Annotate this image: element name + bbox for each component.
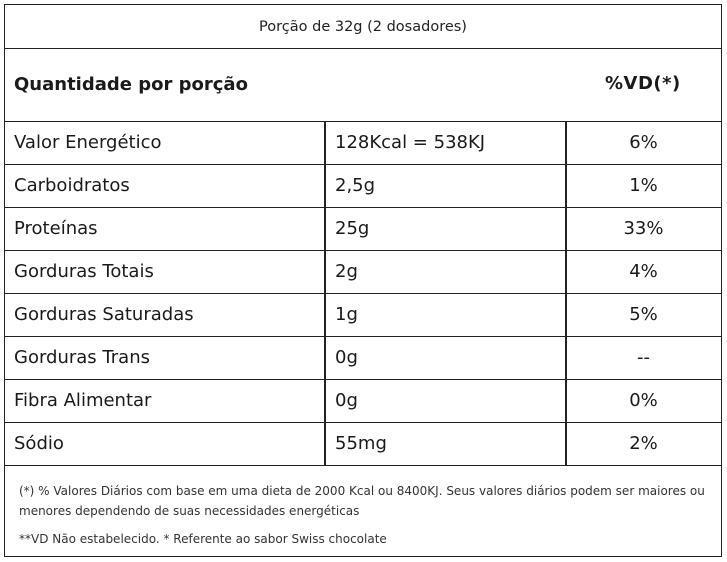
nutrient-amount: 2g xyxy=(335,261,358,282)
table-header: Quantidade por porção %VD(*) xyxy=(5,49,721,122)
table-row: Gorduras Trans 0g -- xyxy=(5,337,721,380)
serving-size: Porção de 32g (2 dosadores) xyxy=(5,5,721,49)
daily-value-header: %VD(*) xyxy=(605,73,681,94)
table-row: Proteínas 25g 33% xyxy=(5,208,721,251)
footnote-daily-values: (*) % Valores Diários com base em uma di… xyxy=(19,484,705,518)
nutrient-amount: 2,5g xyxy=(335,175,376,196)
nutrient-name: Valor Energético xyxy=(14,132,162,153)
column-divider xyxy=(324,122,326,466)
nutrient-name: Carboidratos xyxy=(14,175,130,196)
nutrient-name: Gorduras Trans xyxy=(14,347,150,368)
footnotes: (*) % Valores Diários com base em uma di… xyxy=(19,481,709,549)
nutrient-daily-value: -- xyxy=(637,347,650,368)
footnote-not-established: **VD Não estabelecido. * Referente ao sa… xyxy=(19,532,387,546)
nutrient-amount: 55mg xyxy=(335,433,387,454)
nutrient-amount: 128Kcal = 538KJ xyxy=(335,132,486,153)
table-row: Fibra Alimentar 0g 0% xyxy=(5,380,721,423)
nutrient-daily-value: 5% xyxy=(629,304,658,325)
nutrient-amount: 0g xyxy=(335,390,358,411)
nutrient-name: Fibra Alimentar xyxy=(14,390,152,411)
nutrient-rows: Valor Energético 128Kcal = 538KJ 6% Carb… xyxy=(5,122,721,466)
nutrient-name: Gorduras Saturadas xyxy=(14,304,194,325)
nutrient-daily-value: 0% xyxy=(629,390,658,411)
nutrient-name: Proteínas xyxy=(14,218,98,239)
nutrient-daily-value: 2% xyxy=(629,433,658,454)
table-row: Carboidratos 2,5g 1% xyxy=(5,165,721,208)
nutrient-amount: 0g xyxy=(335,347,358,368)
table-row: Gorduras Totais 2g 4% xyxy=(5,251,721,294)
quantity-header: Quantidade por porção xyxy=(14,74,248,95)
table-row: Gorduras Saturadas 1g 5% xyxy=(5,294,721,337)
nutrient-name: Gorduras Totais xyxy=(14,261,154,282)
table-row: Sódio 55mg 2% xyxy=(5,423,721,466)
nutrient-amount: 1g xyxy=(335,304,358,325)
nutrient-daily-value: 1% xyxy=(629,175,658,196)
table-row: Valor Energético 128Kcal = 538KJ 6% xyxy=(5,122,721,165)
nutrient-daily-value: 6% xyxy=(629,132,658,153)
nutrient-daily-value: 4% xyxy=(629,261,658,282)
nutrient-amount: 25g xyxy=(335,218,370,239)
nutrition-facts-table: Porção de 32g (2 dosadores) Quantidade p… xyxy=(4,4,722,557)
nutrient-daily-value: 33% xyxy=(623,218,664,239)
nutrient-name: Sódio xyxy=(14,433,64,454)
column-divider xyxy=(565,122,567,466)
